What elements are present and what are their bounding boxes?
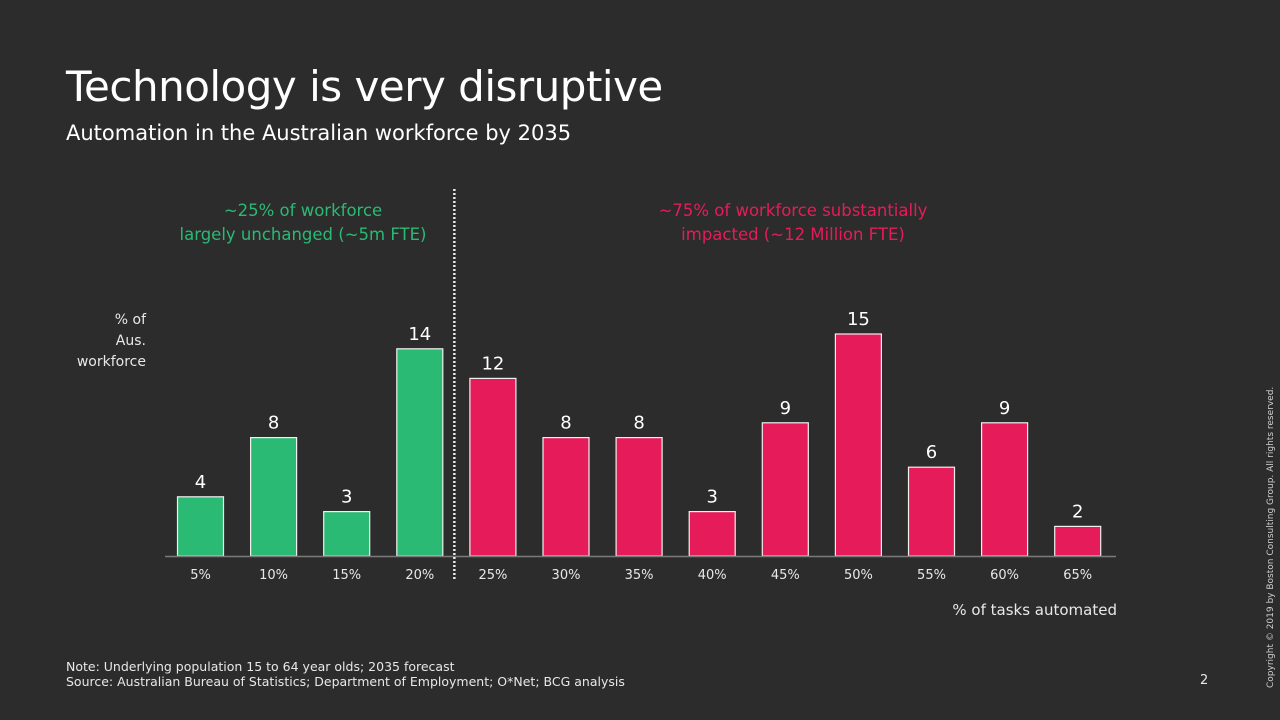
bar-value-label: 6 [926,442,937,463]
x-tick-label: 60% [990,568,1019,583]
bar-value-label: 2 [1072,501,1083,522]
unchanged-workforce-callout: ~25% of workforce largely unchanged (~5m… [163,199,443,247]
bar-15pct [323,511,371,557]
bar-65pct [1054,525,1102,557]
y-axis-label-line3: workforce [76,354,146,370]
copyright-notice: Copyright © 2019 by Boston Consulting Gr… [1266,386,1276,688]
bar-value-label: 8 [560,413,571,434]
x-tick-label: 10% [259,568,288,583]
x-tick-label: 20% [405,568,434,583]
bar-value-label: 12 [481,353,504,374]
bar-value-label: 3 [706,487,717,508]
bar-45pct [761,422,809,557]
x-tick-label: 50% [844,568,873,583]
bar-value-label: 15 [847,309,870,330]
footnote-note: Note: Underlying population 15 to 64 yea… [66,659,455,674]
bar-value-label: 3 [341,487,352,508]
x-tick-label: 15% [332,568,361,583]
bar-50pct [834,333,883,557]
bar-30pct [542,437,590,557]
bar-value-label: 9 [780,398,791,419]
x-tick-label: 35% [625,568,654,583]
bar-value-labels: 4 8 3 14 12 8 8 3 9 15 6 9 2 [195,309,1084,522]
y-axis-label-line2: Aus. [115,333,146,349]
x-tick-label: 40% [698,568,727,583]
bar-value-label: 14 [408,324,431,345]
bar-value-label: 4 [195,472,206,493]
x-tick-label: 25% [478,568,507,583]
bar-value-label: 8 [268,413,279,434]
bar-35pct [615,437,663,557]
slide-subtitle: Automation in the Australian workforce b… [66,121,572,145]
bar-value-label: 9 [999,398,1010,419]
bar-55pct [907,466,956,557]
x-tick-label: 5% [190,568,211,583]
impacted-callout-line1: ~75% of workforce substantially [658,201,928,220]
slide-title: Technology is very disruptive [66,62,663,111]
bar-10pct [250,437,298,557]
bar-25pct [469,377,517,557]
y-axis-label-line1: % of [114,312,146,328]
unchanged-callout-line1: ~25% of workforce [223,201,383,220]
unchanged-callout-line2: largely unchanged (~5m FTE) [179,225,427,244]
x-tick-label: 30% [552,568,581,583]
bar-20pct [396,348,444,557]
bars [176,333,1102,557]
footnote-source: Source: Australian Bureau of Statistics;… [66,674,625,689]
y-axis-label: % of Aus. workforce [60,310,146,373]
footnote: Note: Underlying population 15 to 64 yea… [66,659,625,689]
impacted-callout-line2: impacted (~12 Million FTE) [681,225,905,244]
bar-5pct [176,496,225,557]
x-tick-label: 65% [1063,568,1092,583]
x-axis-label: % of tasks automated [952,601,1117,619]
x-tick-label: 55% [917,568,946,583]
impacted-workforce-callout: ~75% of workforce substantially impacted… [620,199,966,247]
page-number: 2 [1200,673,1209,688]
bar-value-label: 8 [633,413,644,434]
x-tick-label: 45% [771,568,800,583]
bar-60pct [980,422,1029,557]
x-tick-labels: 5% 10% 15% 20% 25% 30% 35% 40% 45% 50% 55% 60% 65% [190,568,1092,583]
bar-40pct [688,511,736,557]
